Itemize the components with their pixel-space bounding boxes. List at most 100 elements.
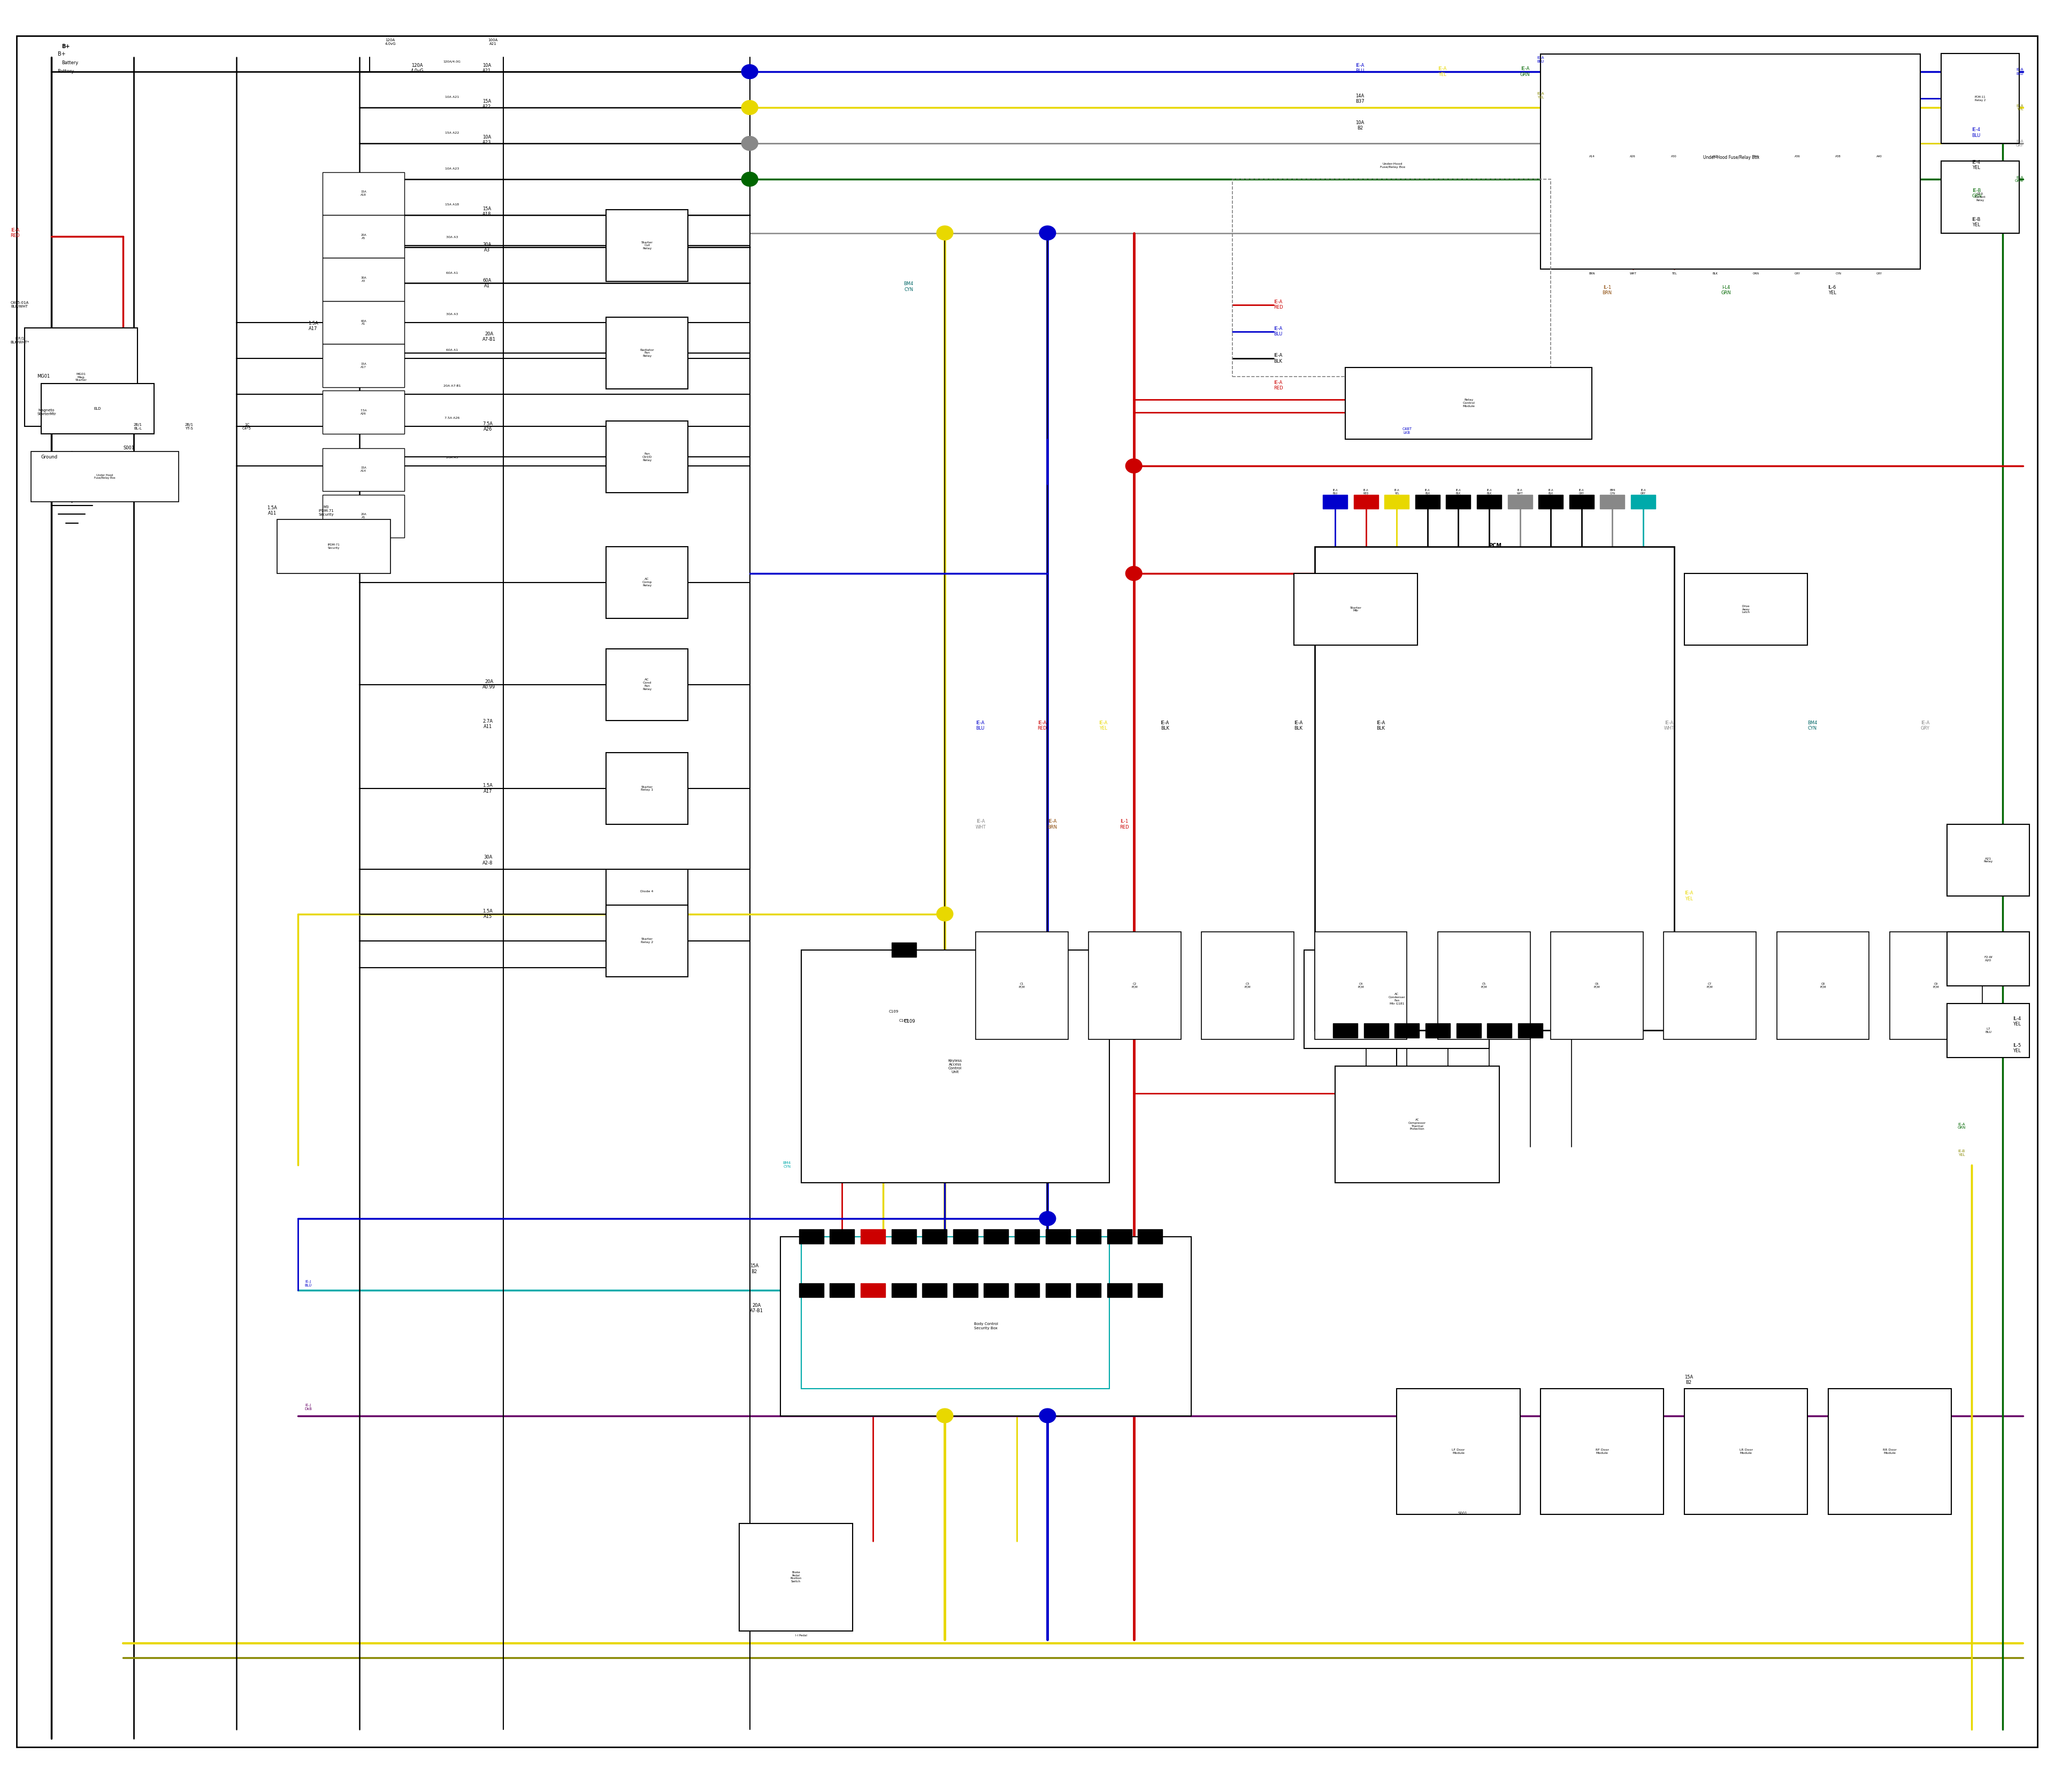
Text: 10A
B2: 10A B2 — [1356, 120, 1364, 131]
Text: Brake
Pedal
Position
Switch: Brake Pedal Position Switch — [791, 1572, 801, 1582]
Text: Battery: Battery — [62, 61, 78, 65]
Text: Diode 4: Diode 4 — [641, 891, 653, 892]
Text: A40: A40 — [1877, 156, 1881, 158]
Bar — [801, 1236, 1109, 1389]
Bar — [322, 391, 405, 434]
Bar — [1138, 1229, 1163, 1244]
Circle shape — [937, 907, 953, 921]
Bar — [1947, 1004, 2029, 1057]
Bar — [1076, 1229, 1101, 1244]
Bar — [606, 869, 688, 914]
Text: Drive
Away
Latch: Drive Away Latch — [1742, 606, 1750, 613]
Bar — [891, 1283, 916, 1297]
Text: 20A
A5: 20A A5 — [362, 513, 366, 520]
Text: IE-A
BLU: IE-A BLU — [976, 720, 984, 731]
Circle shape — [937, 1409, 953, 1423]
Text: F2-W
A20: F2-W A20 — [1984, 955, 1992, 962]
Text: BM4
CYN: BM4 CYN — [783, 1161, 791, 1168]
Bar — [1015, 1229, 1039, 1244]
Bar — [1508, 495, 1532, 509]
Bar — [830, 1283, 854, 1297]
Bar — [322, 172, 405, 215]
Text: C109: C109 — [900, 1020, 908, 1021]
Text: 30A
A3: 30A A3 — [483, 242, 491, 253]
Text: Fan
Ctrl/D
Relay: Fan Ctrl/D Relay — [643, 453, 651, 461]
Text: 100A
A21: 100A A21 — [489, 38, 497, 45]
Bar — [1518, 1023, 1543, 1038]
Text: B+: B+ — [58, 52, 66, 56]
Text: PCM-11
Relay 2: PCM-11 Relay 2 — [1974, 95, 1986, 102]
Circle shape — [1039, 1409, 1056, 1423]
Text: IE-A
BRN: IE-A BRN — [1048, 819, 1058, 830]
Text: BRN: BRN — [1590, 272, 1594, 274]
Bar — [1828, 1389, 1951, 1514]
Text: 1.5A
A17: 1.5A A17 — [308, 321, 318, 332]
Text: IE-J
BLU: IE-J BLU — [304, 1279, 312, 1287]
Text: C8
PCM: C8 PCM — [1820, 982, 1826, 989]
Text: 10A
A23: 10A A23 — [483, 134, 491, 145]
Text: B+: B+ — [62, 45, 70, 48]
Text: C405-01A
BLK/WHT: C405-01A BLK/WHT — [10, 301, 29, 308]
Bar — [606, 317, 688, 389]
Text: 30A
A3: 30A A3 — [362, 276, 366, 283]
Text: 60A A1: 60A A1 — [446, 272, 458, 274]
Text: IE-A
RED: IE-A RED — [10, 228, 21, 238]
Text: A1: A1 — [809, 1231, 813, 1233]
Bar — [1107, 1283, 1132, 1297]
Bar — [1446, 495, 1471, 509]
Bar — [1397, 1389, 1520, 1514]
Text: 15A
A22: 15A A22 — [483, 99, 491, 109]
Text: IE-A
GRY: IE-A GRY — [2015, 140, 2023, 147]
Bar — [606, 649, 688, 720]
Bar — [31, 452, 179, 502]
Bar — [1333, 1023, 1358, 1038]
Bar — [1315, 547, 1674, 1030]
Text: A26: A26 — [1631, 156, 1635, 158]
Circle shape — [741, 100, 758, 115]
Text: IE-A
YEL: IE-A YEL — [1438, 66, 1446, 77]
Text: 20A A5: 20A A5 — [446, 457, 458, 459]
Bar — [1395, 1023, 1419, 1038]
Circle shape — [741, 136, 758, 151]
Text: A36: A36 — [1795, 156, 1799, 158]
Text: B3: B3 — [1087, 1231, 1091, 1233]
Bar — [606, 905, 688, 977]
Text: IE-A
YEL: IE-A YEL — [1536, 91, 1545, 99]
Text: 7.5A A26: 7.5A A26 — [444, 418, 460, 419]
Text: 1.5A
A11: 1.5A A11 — [267, 505, 277, 516]
Text: IE-A
GRN: IE-A GRN — [1520, 66, 1530, 77]
Bar — [1045, 1229, 1070, 1244]
Text: IE-A
RED: IE-A RED — [1364, 489, 1368, 495]
Text: MG01
Mag.
Starter: MG01 Mag. Starter — [76, 373, 86, 382]
Text: C4
PCM: C4 PCM — [1358, 982, 1364, 989]
Text: Under-Hood
Fuse/Relay Box: Under-Hood Fuse/Relay Box — [1380, 163, 1405, 168]
Text: WHT: WHT — [1629, 272, 1637, 274]
Text: C6
PCM: C6 PCM — [1594, 982, 1600, 989]
Text: 120A
4.0vG: 120A 4.0vG — [411, 63, 423, 73]
Bar — [801, 950, 1109, 1183]
Text: IEF/1
BLK/WHT*: IEF/1 BLK/WHT* — [10, 337, 29, 344]
Text: A30: A30 — [1672, 156, 1676, 158]
Text: CYN: CYN — [1836, 272, 1840, 274]
Text: B1: B1 — [1025, 1231, 1029, 1233]
Text: 2B/1
YT-S: 2B/1 YT-S — [185, 423, 193, 430]
Bar — [891, 943, 916, 957]
Bar — [1354, 495, 1378, 509]
Text: 30A A3: 30A A3 — [446, 237, 458, 238]
Text: 14A
B37: 14A B37 — [1356, 93, 1364, 104]
Bar — [606, 210, 688, 281]
Text: Starter
Relay 2: Starter Relay 2 — [641, 937, 653, 944]
Text: Starter
Cut
Relay: Starter Cut Relay — [641, 242, 653, 249]
Text: IE-A
BLK: IE-A BLK — [1273, 353, 1282, 364]
Bar — [1138, 1283, 1163, 1297]
Text: 1.5A
A15: 1.5A A15 — [483, 909, 493, 919]
Text: C3
PCM: C3 PCM — [1245, 982, 1251, 989]
Text: IE-J
DkB: IE-J DkB — [304, 1403, 312, 1410]
Circle shape — [741, 65, 758, 79]
Text: IE-A
BLK: IE-A BLK — [1549, 489, 1553, 495]
Bar — [25, 328, 138, 426]
Text: GT-5
Current
Relay: GT-5 Current Relay — [1974, 194, 1986, 201]
Bar — [922, 1283, 947, 1297]
Text: IE-B
YEL: IE-B YEL — [1957, 1149, 1966, 1156]
Bar — [861, 1283, 885, 1297]
